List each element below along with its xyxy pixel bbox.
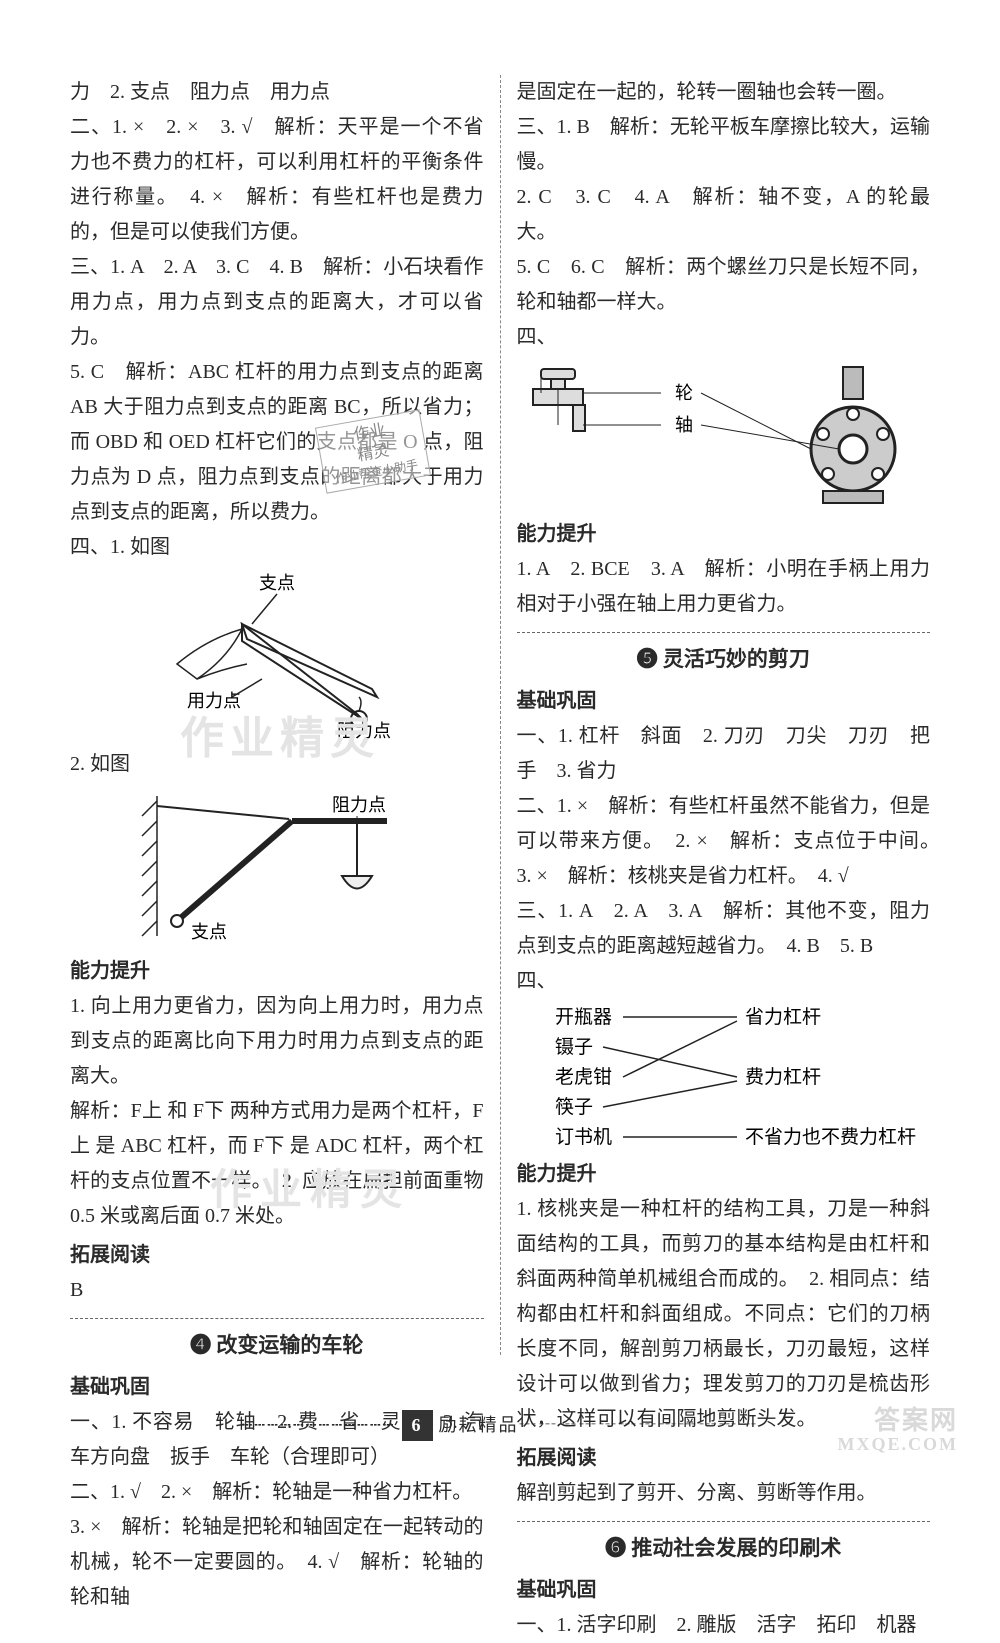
svg-text:筷子: 筷子 [555,1096,593,1118]
section-6-title: ❻ 推动社会发展的印刷术 [517,1530,931,1567]
footer-brand: 励耘精品 [439,1415,519,1435]
text: 四、1. 如图 [70,530,484,565]
heading-extension: 拓展阅读 [70,1238,484,1273]
fig3-label-lun: 轮 [675,383,693,403]
section-4-title: ❹ 改变运输的车轮 [70,1327,484,1364]
fig1-label-yong: 用力点 [187,691,241,711]
figure-3-wheel-axle: 轮 轴 [517,359,931,509]
text: 1. 向上用力更省力，因为向上用力时，用力点到支点的距离比向下用力时用力点到支点… [70,989,484,1094]
svg-text:订书机: 订书机 [555,1126,612,1148]
page-number: 6 [402,1410,433,1442]
figure-1-tweezers: 支点 用力点 阻力点 [70,569,484,739]
svg-text:不省力也不费力杠杆: 不省力也不费力杠杆 [745,1126,916,1148]
text: 二、1. √ 2. × 解析：轮轴是一种省力杠杆。 [70,1475,484,1510]
svg-text:老虎钳: 老虎钳 [555,1066,612,1088]
wm-br2: MXQE.COM [838,1435,958,1455]
text: 三、1. B 解析：无轮平板车摩擦比较大，运输慢。 [517,110,931,180]
separator [517,632,931,633]
heading-ability: 能力提升 [517,1157,931,1192]
text: 力 2. 支点 阻力点 用力点 [70,75,484,110]
text: 解剖剪起到了剪开、分离、剪断等作用。 [517,1476,931,1511]
fig1-label-zhi: 支点 [259,573,295,593]
text: 是固定在一起的，轮转一圈轴也会转一圈。 [517,75,931,110]
heading-ability: 能力提升 [517,517,931,552]
svg-text:省力杠杆: 省力杠杆 [745,1006,821,1028]
text: 5. C 6. C 解析：两个螺丝刀只是长短不同，轮和轴都一样大。 [517,250,931,320]
right-column: 是固定在一起的，轮转一圈轴也会转一圈。 三、1. B 解析：无轮平板车摩擦比较大… [505,75,943,1355]
heading-ability: 能力提升 [70,954,484,989]
heading-base: 基础巩固 [517,1573,931,1608]
wm-br1: 答案网 [838,1407,958,1436]
fig2-label-zu: 阻力点 [332,795,386,815]
fig1-label-zu: 阻力点 [337,721,391,739]
text: 二、1. × 2. × 3. √ 解析：天平是一个不省力也不费力的杠杆，可以利用… [70,110,484,250]
section-5-title: ❺ 灵活巧妙的剪刀 [517,641,931,678]
text: 2. C 3. C 4. A 解析：轴不变，A 的轮最大。 [517,180,931,250]
svg-text:镊子: 镊子 [555,1036,593,1058]
text: 二、1. × 解析：有些杠杆虽然不能省力，但是可以带来方便。 2. × 解析：支… [517,789,931,894]
text: 3. × 解析：轮轴是把轮和轴固定在一起转动的机械，轮不一定要圆的。 4. √ … [70,1510,484,1615]
fig2-label-zhi: 支点 [191,922,227,942]
svg-text:开瓶器: 开瓶器 [555,1006,612,1028]
svg-text:费力杠杆: 费力杠杆 [745,1066,821,1088]
heading-base: 基础巩固 [70,1370,484,1405]
text: B [70,1273,484,1308]
text: 四、 [517,320,931,355]
text: 三、1. A 2. A 3. C 4. B 解析：小石块看作用力点，用力点到支点… [70,250,484,355]
text: 2. 如图 [70,747,484,782]
separator [70,1318,484,1319]
separator [517,1521,931,1522]
text: 三、1. A 2. A 3. A 解析：其他不变，阻力点到支点的距离越短越省力。… [517,894,931,964]
column-divider [500,75,501,1355]
fig3-label-zhou: 轴 [675,415,693,435]
text: 1. 核桃夹是一种杠杆的结构工具，刀是一种斜面结构的工具，而剪刀的基本结构是由杠… [517,1192,931,1437]
text: 解析：F上 和 F下 两种方式用力是两个杠杆，F上 是 ABC 杠杆，而 F下 … [70,1094,484,1234]
watermark-bottom: 答案网 MXQE.COM [838,1407,958,1455]
figure-2-crane: 阻力点 支点 [70,786,484,946]
heading-base: 基础巩固 [517,684,931,719]
page-columns: 力 2. 支点 阻力点 用力点 二、1. × 2. × 3. √ 解析：天平是一… [58,75,942,1355]
left-column: 力 2. 支点 阻力点 用力点 二、1. × 2. × 3. √ 解析：天平是一… [58,75,496,1355]
matching-diagram: 开瓶器 镊子 老虎钳 筷子 订书机 省力杠杆 费力杠杆 不省力也不费力杠杆 [545,1003,931,1153]
text: 四、 [517,964,931,999]
text: 一、1. 杠杆 斜面 2. 刀刃 刀尖 刀刃 把手 3. 省力 [517,719,931,789]
text: 1. A 2. BCE 3. A 解析：小明在手柄上用力相对于小强在轴上用力更省… [517,552,931,622]
text: 一、1. 活字印刷 2. 雕版 活字 拓印 机器 [517,1608,931,1643]
